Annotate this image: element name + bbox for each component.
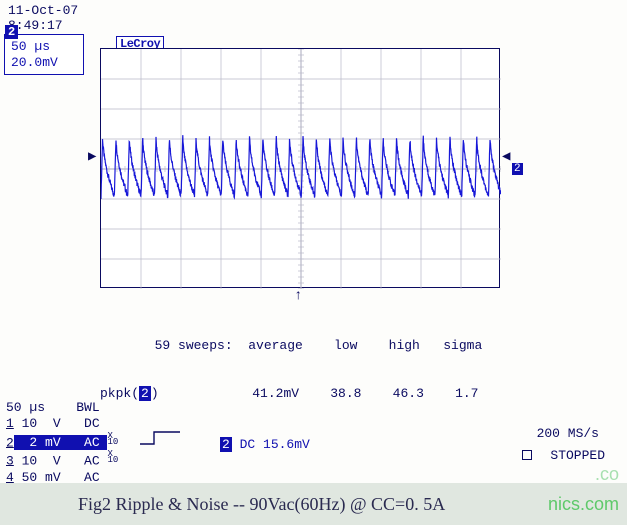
channel-row: 3 10 V AC X10 bbox=[6, 451, 118, 470]
acquisition-status: STOPPED bbox=[522, 448, 605, 463]
stats-row: pkpk(2) 41.2mV 38.8 46.3 1.7 bbox=[100, 386, 482, 402]
trigger-arrow-icon: ↑ bbox=[294, 288, 302, 304]
left-marker-arrow-icon: ▶ bbox=[88, 148, 96, 165]
channel-row: 1 10 V DC bbox=[6, 416, 118, 432]
step-icon bbox=[140, 430, 180, 446]
channel-list: 50 µs BWL 1 10 V DC2 2 mV AC X103 10 V A… bbox=[6, 400, 118, 486]
timebase-per-div: 50 µs bbox=[11, 39, 77, 55]
channel-row: 2 2 mV AC X10 bbox=[6, 433, 118, 452]
channel-badge: 2 bbox=[5, 25, 18, 39]
lower-timebase: 50 µs BWL bbox=[6, 400, 118, 416]
status-box-icon bbox=[522, 450, 532, 460]
waveform-plot bbox=[100, 48, 500, 288]
watermark: nics.com bbox=[548, 494, 619, 515]
date: 11-Oct-07 bbox=[8, 4, 78, 19]
stats-header: 59 sweeps: average low high sigma bbox=[100, 338, 482, 354]
right-marker-arrow-icon: ◀ bbox=[502, 148, 510, 165]
sample-rate: 200 MS/s bbox=[537, 426, 599, 441]
caption-bar: Fig2 Ripple & Noise -- 90Vac(60Hz) @ CC=… bbox=[0, 483, 627, 525]
timestamp: 11-Oct-07 8:49:17 bbox=[8, 4, 78, 34]
dc-ch-badge: 2 bbox=[220, 437, 232, 452]
stats-ch-badge: 2 bbox=[139, 386, 151, 401]
volts-per-div: 20.0mV bbox=[11, 55, 77, 71]
right-marker-label: 2 bbox=[512, 163, 523, 175]
figure-caption: Fig2 Ripple & Noise -- 90Vac(60Hz) @ CC=… bbox=[78, 494, 445, 515]
watermark-partial: .co bbox=[595, 464, 619, 485]
measurement-stats: 59 sweeps: average low high sigma pkpk(2… bbox=[100, 305, 482, 435]
plot-svg bbox=[101, 49, 501, 289]
channel-info-box: 2 50 µs 20.0mV bbox=[4, 34, 84, 75]
dc-offset-readout: 2 DC 15.6mV bbox=[220, 437, 310, 452]
time: 8:49:17 bbox=[8, 19, 78, 34]
